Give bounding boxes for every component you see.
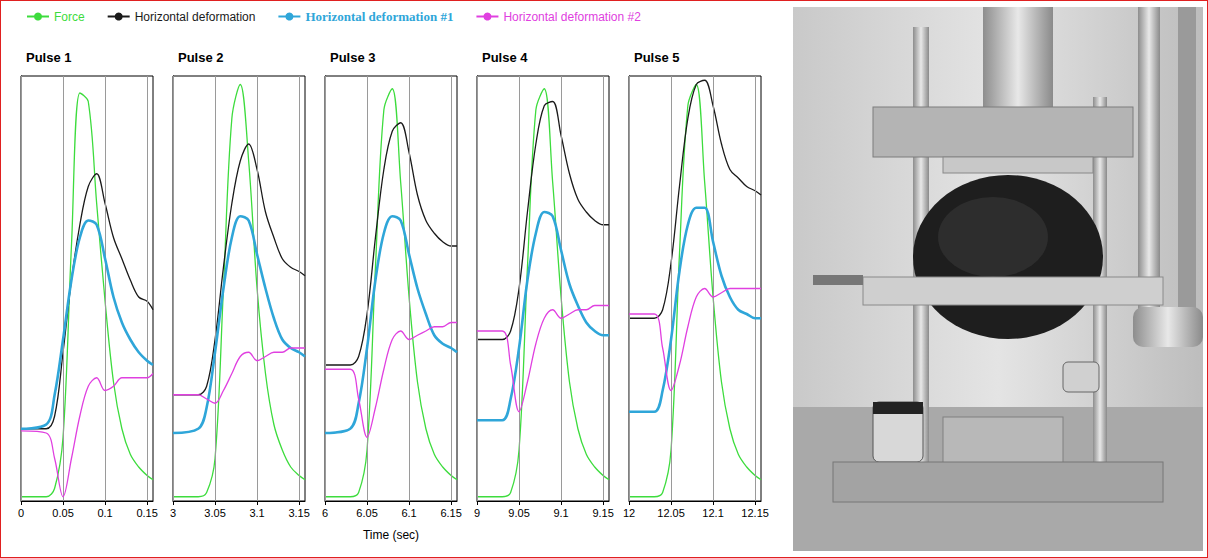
svg-text:12.1: 12.1 [702, 507, 723, 519]
svg-text:3.1: 3.1 [249, 507, 264, 519]
svg-text:12.15: 12.15 [741, 507, 769, 519]
svg-text:Pulse 5: Pulse 5 [634, 50, 680, 65]
svg-text:0.1: 0.1 [97, 507, 112, 519]
svg-text:Force: Force [54, 10, 85, 24]
svg-text:6: 6 [322, 507, 328, 519]
svg-text:6.15: 6.15 [440, 507, 461, 519]
svg-text:3.05: 3.05 [204, 507, 225, 519]
svg-text:3: 3 [170, 507, 176, 519]
svg-text:9.05: 9.05 [508, 507, 529, 519]
svg-text:Horizontal deformation #2: Horizontal deformation #2 [503, 10, 641, 24]
svg-text:Horizontal deformation #1: Horizontal deformation #1 [305, 9, 453, 24]
svg-text:Pulse 1: Pulse 1 [26, 50, 72, 65]
svg-text:9.1: 9.1 [553, 507, 568, 519]
svg-text:12: 12 [623, 507, 635, 519]
svg-text:6.1: 6.1 [401, 507, 416, 519]
svg-text:Horizontal deformation: Horizontal deformation [135, 10, 256, 24]
svg-text:Pulse 4: Pulse 4 [482, 50, 528, 65]
svg-text:9.15: 9.15 [592, 507, 613, 519]
svg-text:Pulse 3: Pulse 3 [330, 50, 376, 65]
svg-text:12.05: 12.05 [657, 507, 685, 519]
svg-text:Time (sec): Time (sec) [363, 528, 419, 542]
svg-text:3.15: 3.15 [288, 507, 309, 519]
svg-text:9: 9 [474, 507, 480, 519]
svg-text:6.05: 6.05 [356, 507, 377, 519]
svg-text:0.05: 0.05 [52, 507, 73, 519]
svg-text:0.15: 0.15 [136, 507, 157, 519]
svg-text:Pulse 2: Pulse 2 [178, 50, 224, 65]
svg-text:0: 0 [18, 507, 24, 519]
